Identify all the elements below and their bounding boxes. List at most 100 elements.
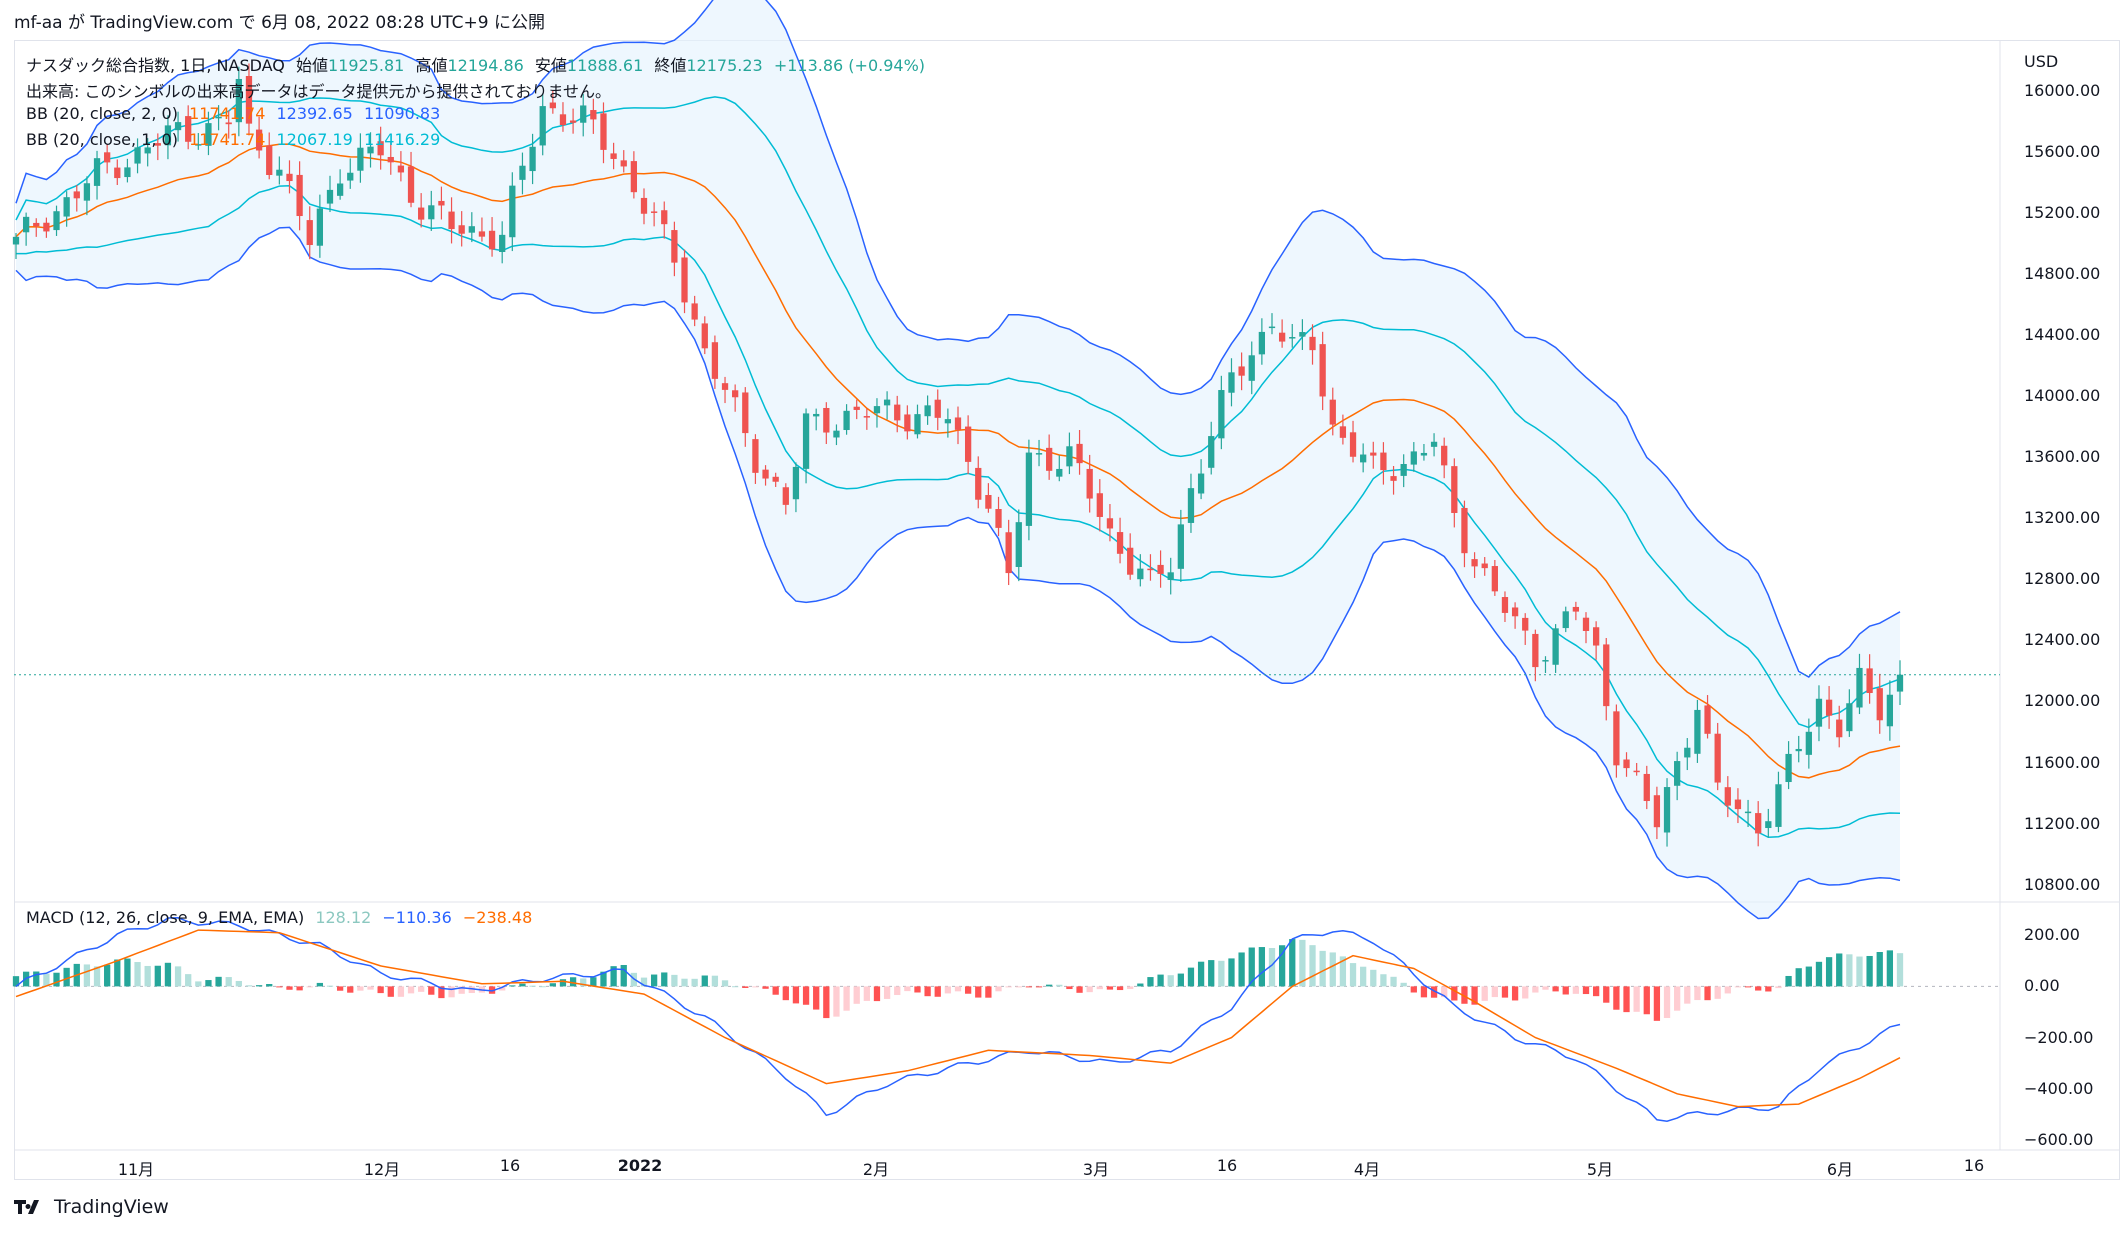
candle (1471, 559, 1478, 567)
price-tick-label: 12000.00 (2024, 691, 2101, 711)
candle (1248, 355, 1255, 381)
candle (22, 216, 30, 233)
close-label: 終値 (654, 56, 687, 75)
bb-upper-2sd-line (15, 0, 1901, 678)
candle (985, 494, 992, 509)
candle (529, 146, 536, 172)
macd-histogram-bar (1714, 986, 1721, 999)
candle (488, 230, 496, 250)
price-tick-label: 11200.00 (2024, 813, 2101, 833)
candle (1005, 532, 1012, 574)
time-tick-label: 2月 (862, 1160, 890, 1179)
candle (407, 166, 415, 203)
price-tick-label: 14800.00 (2024, 263, 2101, 283)
macd-histogram-bar (1430, 986, 1438, 998)
macd-histogram-bar (336, 986, 344, 991)
macd-histogram-bar (1542, 986, 1549, 990)
macd-histogram-bar (1856, 956, 1863, 987)
price-tick-label: 10800.00 (2024, 874, 2101, 894)
bb1-label[interactable]: BB (20, close, 2, 0) (26, 104, 178, 123)
macd-histogram-bar (1643, 986, 1650, 1015)
candle (134, 147, 141, 164)
candle (387, 156, 394, 163)
candle (701, 323, 708, 349)
price-tick-label: 12800.00 (2024, 569, 2101, 589)
macd-histogram-bar (1633, 986, 1640, 1012)
candle (164, 125, 172, 146)
macd-histogram-bar (954, 986, 962, 992)
open-label: 始値 (296, 56, 329, 75)
price-tick-label: 13600.00 (2024, 447, 2101, 467)
candle (904, 414, 911, 432)
candle (245, 76, 253, 124)
candle (1116, 532, 1124, 554)
candle (1147, 568, 1154, 571)
change-value: +113.86 (+0.94%) (773, 56, 926, 75)
candle (478, 231, 486, 237)
candle (1278, 332, 1286, 342)
candle (580, 105, 587, 123)
candle (1015, 522, 1022, 567)
open-value: 11925.81 (328, 56, 405, 75)
symbol-legend: ナスダック総合指数, 1日, NASDAQ 始値11925.81 高値12194… (26, 52, 931, 76)
macd-label[interactable]: MACD (12, 26, close, 9, EMA, EMA) (26, 908, 305, 927)
macd-histogram-bar (782, 986, 789, 1001)
currency-label[interactable]: USD (2024, 52, 2059, 71)
macd-histogram-bar (1197, 961, 1205, 987)
price-tick-label: 14000.00 (2024, 386, 2101, 405)
candle (1329, 399, 1336, 425)
high-value: 12194.86 (447, 56, 524, 75)
macd-histogram-bar (1309, 945, 1316, 987)
time-tick-label: 4月 (1353, 1160, 1381, 1179)
macd-histogram-bar (387, 986, 394, 997)
time-tick-label: 3月 (1082, 1160, 1110, 1179)
candle (397, 165, 405, 173)
macd-histogram-bar (549, 983, 556, 987)
bb2-label[interactable]: BB (20, close, 1, 0) (26, 130, 178, 149)
time-tick-label: 16 (1216, 1156, 1238, 1175)
candle (1268, 326, 1276, 329)
macd-histogram-bar (1096, 986, 1103, 990)
bb1-legend[interactable]: BB (20, close, 2, 0) 11741.74 12392.65 1… (26, 104, 446, 123)
candle (43, 222, 50, 232)
macd-tick-label: 0.00 (2024, 976, 2060, 996)
symbol-title[interactable]: ナスダック総合指数, 1日, NASDAQ (26, 56, 285, 75)
candle (752, 439, 759, 473)
macd-histogram-bar (843, 986, 850, 1011)
candle (1228, 372, 1235, 393)
brand-text: TradingView (54, 1196, 169, 1218)
bb2-legend[interactable]: BB (20, close, 1, 0) 11741.74 12067.19 1… (26, 130, 446, 149)
macd-histogram-bar (1157, 974, 1164, 987)
macd-histogram-bar (640, 977, 648, 987)
chart-frame[interactable] (14, 40, 2120, 1180)
candle (1592, 627, 1600, 646)
macd-histogram-bar (154, 965, 161, 987)
macd-histogram-bar (1208, 960, 1215, 987)
macd-histogram-bar (1613, 986, 1620, 1010)
macd-histogram-bar (924, 986, 931, 997)
candle (367, 146, 374, 154)
candle (883, 399, 891, 406)
low-label: 安値 (534, 56, 567, 75)
candle (1755, 813, 1762, 834)
macd-legend[interactable]: MACD (12, 26, close, 9, EMA, EMA) 128.12… (26, 908, 538, 927)
candle (681, 257, 688, 303)
candle (1522, 617, 1529, 631)
macd-histogram-bar (195, 981, 202, 987)
candle (1795, 748, 1802, 752)
macd-histogram-bar (823, 986, 830, 1019)
candle (1289, 337, 1296, 339)
macd-histogram-bar (1278, 945, 1286, 987)
candle (468, 226, 475, 233)
macd-histogram-bar (316, 982, 324, 987)
candle (559, 114, 567, 126)
bb-upper-1sd-line (15, 96, 1901, 729)
bb1-basis: 11741.74 (189, 104, 266, 123)
candle (802, 413, 810, 469)
price-tick-label: 13200.00 (2024, 508, 2101, 528)
brand-footer[interactable]: TradingView (14, 1196, 169, 1218)
macd-histogram-bar (792, 986, 800, 1004)
candle (1208, 436, 1215, 468)
candle (1299, 332, 1306, 337)
